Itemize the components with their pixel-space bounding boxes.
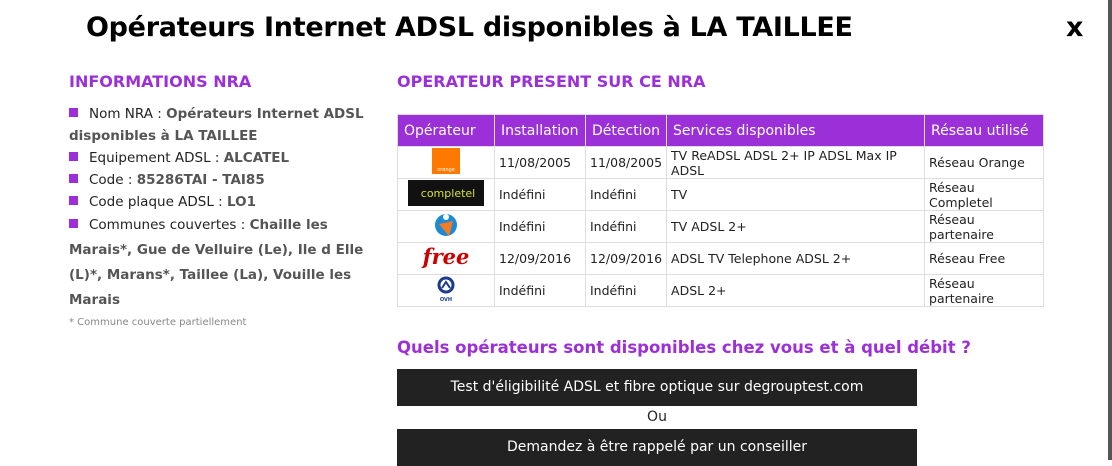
info-value: 85286TAI - TAI85 <box>136 172 265 188</box>
modal-title: Opérateurs Internet ADSL disponibles à L… <box>86 12 853 43</box>
detection-cell: Indéfini <box>584 178 668 211</box>
services-cell: ADSL 2+ <box>666 274 926 307</box>
info-value: LO1 <box>227 194 257 210</box>
services-cell: TV <box>666 178 926 211</box>
table-row: OVH Indéfini Indéfini ADSL 2+ Réseau par… <box>397 274 1044 307</box>
info-label: Equipement ADSL : <box>89 150 224 166</box>
info-value: Opérateurs Internet ADSL disponibles à L… <box>69 106 364 144</box>
info-label: Code : <box>89 172 137 188</box>
table-row: orange 11/08/2005 11/08/2005 TV ReADSL A… <box>397 146 1044 179</box>
table-row: free 12/09/2016 12/09/2016 ADSL TV Telep… <box>397 242 1044 275</box>
col-reseau: Réseau utilisé <box>924 114 1044 147</box>
bullet-icon <box>69 219 78 228</box>
operators-heading: OPERATEUR PRESENT SUR CE NRA <box>397 72 706 91</box>
col-operateur: Opérateur <box>397 114 495 147</box>
col-detection: Détection <box>584 114 668 147</box>
info-item-nom: Nom NRA : Opérateurs Internet ADSL dispo… <box>69 103 369 147</box>
table-row: Indéfini Indéfini TV ADSL 2+ Réseau part… <box>397 210 1044 243</box>
footnote: * Commune couverte partiellement <box>69 317 247 328</box>
info-item-equipement: Equipement ADSL : ALCATEL <box>69 147 369 169</box>
detection-cell: Indéfini <box>584 210 668 243</box>
reseau-cell: Réseau Completel <box>924 178 1044 211</box>
detection-cell: Indéfini <box>584 274 668 307</box>
svg-text:completel: completel <box>421 187 475 200</box>
info-label: Nom NRA : <box>89 106 167 122</box>
installation-cell: 12/09/2016 <box>494 242 586 275</box>
info-heading: INFORMATIONS NRA <box>69 72 252 91</box>
or-label: Ou <box>647 409 667 425</box>
callback-button[interactable]: Demandez à être rappelé par un conseille… <box>397 429 917 466</box>
services-cell: TV ADSL 2+ <box>666 210 926 243</box>
installation-cell: Indéfini <box>494 178 586 211</box>
col-services: Services disponibles <box>666 114 926 147</box>
bullet-icon <box>69 152 78 161</box>
bullet-icon <box>69 196 78 205</box>
services-cell: TV ReADSL ADSL 2+ IP ADSL Max IP ADSL <box>666 146 926 179</box>
operator-logo-free: free <box>397 242 495 275</box>
operators-table: Opérateur Installation Détection Service… <box>397 114 1044 307</box>
svg-text:orange: orange <box>437 167 455 173</box>
scrollbar-edge <box>1108 0 1112 460</box>
detection-cell: 12/09/2016 <box>584 242 668 275</box>
info-item-communes: Communes couvertes : Chaille les Marais*… <box>69 213 369 313</box>
cta-heading: Quels opérateurs sont disponibles chez v… <box>397 338 971 357</box>
info-value: Chaille les Marais*, Gue de Velluire (Le… <box>69 217 364 308</box>
installation-cell: 11/08/2005 <box>494 146 586 179</box>
info-value: ALCATEL <box>223 150 290 166</box>
bullet-icon <box>69 108 78 117</box>
info-list: Nom NRA : Opérateurs Internet ADSL dispo… <box>69 103 369 328</box>
detection-cell: 11/08/2005 <box>584 146 668 179</box>
info-item-plaque: Code plaque ADSL : LO1 <box>69 191 369 213</box>
operator-logo-ovh: OVH <box>397 274 495 307</box>
services-cell: ADSL TV Telephone ADSL 2+ <box>666 242 926 275</box>
reseau-cell: Réseau Free <box>924 242 1044 275</box>
operator-logo-completel: completel <box>397 178 495 211</box>
reseau-cell: Réseau partenaire <box>924 210 1044 243</box>
reseau-cell: Réseau Orange <box>924 146 1044 179</box>
operator-logo-orange: orange <box>397 146 495 179</box>
installation-cell: Indéfini <box>494 274 586 307</box>
eligibility-test-button[interactable]: Test d'éligibilité ADSL et fibre optique… <box>397 369 917 406</box>
operator-logo-bouygues <box>397 210 495 243</box>
installation-cell: Indéfini <box>494 210 586 243</box>
info-label: Communes couvertes : <box>89 217 250 233</box>
svg-text:free: free <box>421 245 470 269</box>
info-label: Code plaque ADSL : <box>89 194 228 210</box>
svg-text:OVH: OVH <box>440 297 452 302</box>
info-item-code: Code : 85286TAI - TAI85 <box>69 169 369 191</box>
bullet-icon <box>69 174 78 183</box>
col-installation: Installation <box>494 114 586 147</box>
reseau-cell: Réseau partenaire <box>924 274 1044 307</box>
close-button[interactable]: x <box>1066 12 1084 43</box>
table-row: completel Indéfini Indéfini TV Réseau Co… <box>397 178 1044 211</box>
